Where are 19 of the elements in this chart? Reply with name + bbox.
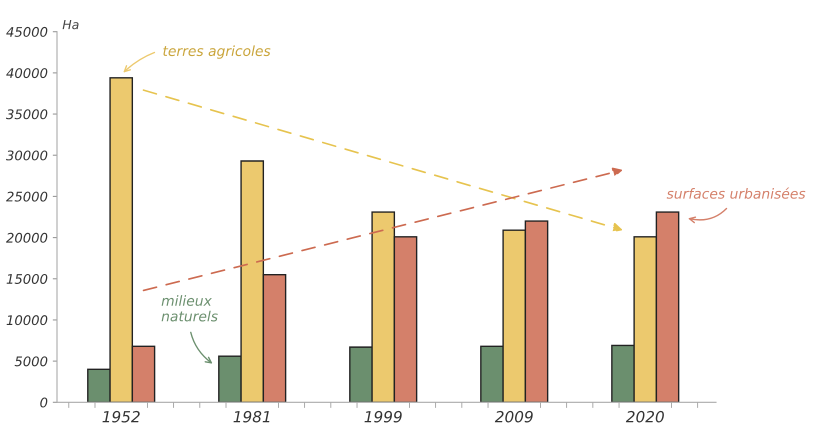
y-tick-label: 15000 — [6, 274, 48, 284]
text: milieux naturels — [162, 295, 218, 322]
y-tick-label: 0 — [40, 398, 48, 408]
x-tick-label: 1981 — [234, 410, 270, 422]
y-tick-label: 45000 — [6, 26, 48, 37]
y-axis-title: Ha — [62, 20, 79, 30]
x-tick-label: 2009 — [494, 410, 533, 422]
x-tick-label: 1952 — [102, 410, 140, 422]
x-tick-label: 1999 — [364, 410, 402, 422]
y-tick-label: 10000 — [6, 315, 48, 326]
y-tick-label: 30000 — [6, 150, 48, 160]
series-label: surfaces urbanisées — [666, 187, 806, 199]
y-tick-label: 40000 — [6, 68, 48, 78]
text: terres agricoles — [163, 45, 270, 59]
x-tick-label: 2020 — [626, 410, 664, 422]
y-tick-label: 35000 — [6, 109, 48, 120]
y-tick-label: 5000 — [14, 356, 48, 366]
y-tick-label: 20000 — [6, 232, 48, 243]
y-tick-label: 25000 — [6, 192, 48, 202]
